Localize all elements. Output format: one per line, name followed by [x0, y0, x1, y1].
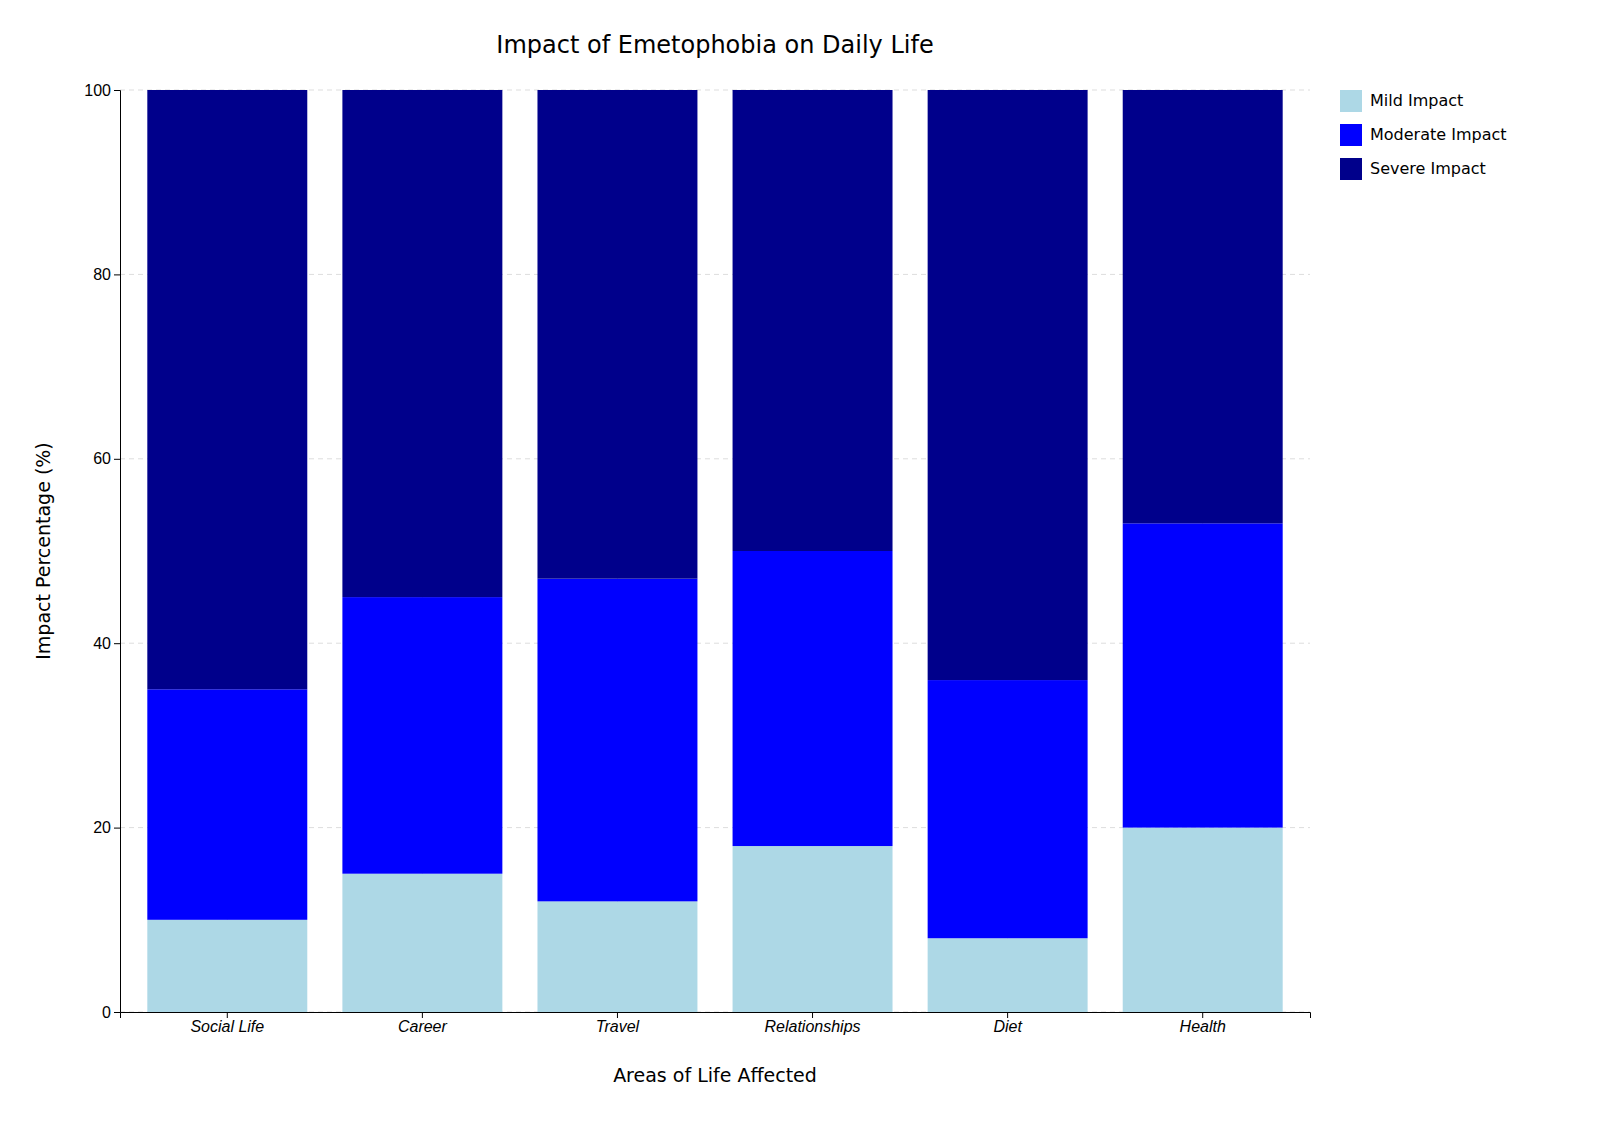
- legend-label: Severe Impact: [1370, 159, 1486, 178]
- tick-label: 0: [102, 1004, 111, 1021]
- tick-mark: [1202, 1012, 1203, 1018]
- legend-label: Mild Impact: [1370, 91, 1463, 110]
- tick-label: 80: [93, 266, 111, 283]
- legend: Mild Impact Moderate Impact Severe Impact: [1340, 90, 1507, 180]
- tick-mark: [114, 90, 120, 91]
- x-tick: Travel: [596, 1012, 640, 1035]
- tick-mark: [617, 1012, 618, 1018]
- tick-label: Travel: [596, 1018, 640, 1035]
- tick-mark: [227, 1012, 228, 1018]
- legend-swatch: [1340, 158, 1362, 180]
- tick-mark: [114, 1012, 120, 1013]
- plot: 0 20 40 60 80 100 Social Life Career Travel Relat…: [84, 82, 1310, 1036]
- bar: [928, 680, 1088, 938]
- bar: [147, 920, 307, 1012]
- legend-item: Severe Impact: [1340, 158, 1486, 180]
- legend-swatch: [1340, 90, 1362, 112]
- bar: [147, 689, 307, 920]
- legend-item: Moderate Impact: [1340, 124, 1507, 146]
- chart: 0 20 40 60 80 100 Social Life Career Travel Relat…: [0, 0, 1600, 1132]
- legend-label: Moderate Impact: [1370, 125, 1507, 144]
- bar: [928, 90, 1088, 680]
- bar: [733, 90, 893, 551]
- bar: [537, 90, 697, 579]
- y-axis: 0 20 40 60 80 100: [84, 82, 120, 1021]
- tick-mark: [114, 643, 120, 644]
- y-tick: 20: [93, 819, 120, 836]
- bar: [537, 579, 697, 902]
- x-tick: Diet: [993, 1012, 1022, 1035]
- tick-label: Relationships: [765, 1018, 861, 1035]
- bar: [928, 938, 1088, 1012]
- series: [147, 90, 1282, 689]
- tick-mark: [114, 828, 120, 829]
- tick-label: Diet: [993, 1018, 1022, 1035]
- x-tick: Relationships: [765, 1012, 861, 1035]
- bar: [733, 846, 893, 1012]
- tick-mark: [1007, 1012, 1008, 1018]
- bar: [537, 901, 697, 1012]
- title: Impact of Emetophobia on Daily Life: [496, 31, 933, 59]
- tick-label: Health: [1180, 1018, 1226, 1035]
- series: [147, 828, 1282, 1012]
- x-tick: Career: [398, 1012, 448, 1035]
- tick-mark: [422, 1012, 423, 1018]
- series: [147, 523, 1282, 938]
- x-tick: Social Life: [190, 1012, 264, 1035]
- tick-mark: [114, 274, 120, 275]
- grid: [120, 90, 1310, 1012]
- axis-line: [121, 1013, 1311, 1019]
- x-tick: Health: [1180, 1012, 1226, 1035]
- y-tick: 100: [84, 82, 120, 99]
- tick-label: Career: [398, 1018, 448, 1035]
- bar: [1123, 828, 1283, 1012]
- bar: [733, 551, 893, 846]
- legend-item: Mild Impact: [1340, 90, 1463, 112]
- bars: [147, 90, 1282, 1012]
- legend-swatch: [1340, 124, 1362, 146]
- tick-mark: [114, 459, 120, 460]
- x-axis-title: Areas of Life Affected: [613, 1064, 817, 1086]
- axis-line: [114, 91, 121, 1013]
- y-axis-title: Impact Percentage (%): [32, 442, 54, 660]
- tick-label: Social Life: [190, 1018, 264, 1035]
- tick-label: 60: [93, 450, 111, 467]
- tick-mark: [812, 1012, 813, 1018]
- bar: [342, 90, 502, 597]
- tick-label: 100: [84, 82, 111, 99]
- y-tick: 80: [93, 266, 120, 283]
- bar: [342, 874, 502, 1012]
- bar: [342, 597, 502, 874]
- y-tick: 0: [102, 1004, 120, 1021]
- x-axis: Social Life Career Travel Relationships Diet…: [121, 1012, 1311, 1035]
- y-tick: 60: [93, 450, 120, 467]
- bar: [147, 90, 307, 689]
- tick-label: 40: [93, 635, 111, 652]
- bar: [1123, 90, 1283, 523]
- y-tick: 40: [93, 635, 120, 652]
- bar: [1123, 523, 1283, 827]
- tick-label: 20: [93, 819, 111, 836]
